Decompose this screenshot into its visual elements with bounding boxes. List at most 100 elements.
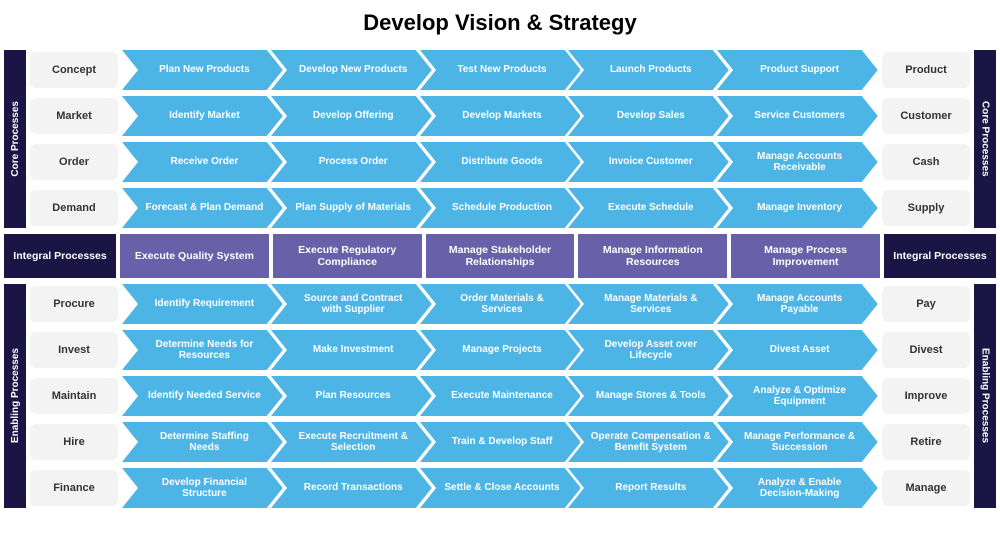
- process-step-label: Test New Products: [457, 64, 546, 76]
- process-step-label: Report Results: [615, 482, 686, 494]
- process-step-label: Plan New Products: [159, 64, 250, 76]
- integral-step: Manage Process Improvement: [731, 234, 880, 278]
- process-step-label: Determine Staffing Needs: [144, 431, 265, 454]
- process-step-label: Settle & Close Accounts: [444, 482, 559, 494]
- process-step-label: Divest Asset: [770, 344, 830, 356]
- process-step: Train & Develop Staff: [420, 422, 581, 462]
- process-step: Execute Maintenance: [420, 376, 581, 416]
- section-enabling: Enabling Processes ProcureIdentify Requi…: [4, 284, 996, 508]
- process-step: Process Order: [271, 142, 432, 182]
- row-start-cap: Invest: [30, 332, 118, 368]
- process-step: Plan Resources: [271, 376, 432, 416]
- process-step-label: Develop Asset over Lifecycle: [590, 339, 711, 362]
- page-title: Develop Vision & Strategy: [0, 0, 1000, 50]
- process-step: Execute Recruitment & Selection: [271, 422, 432, 462]
- process-step-label: Make Investment: [313, 344, 394, 356]
- process-step-label: Manage Projects: [462, 344, 541, 356]
- row-start-cap: Maintain: [30, 378, 118, 414]
- process-step: Manage Performance & Succession: [717, 422, 878, 462]
- process-step: Develop Asset over Lifecycle: [568, 330, 729, 370]
- process-step-label: Record Transactions: [304, 482, 403, 494]
- process-step-label: Identify Requirement: [155, 298, 254, 310]
- process-step: Manage Stores & Tools: [568, 376, 729, 416]
- process-step-label: Train & Develop Staff: [452, 436, 553, 448]
- process-step-label: Develop New Products: [299, 64, 407, 76]
- process-step-label: Product Support: [760, 64, 839, 76]
- integral-label-left: Integral Processes: [4, 234, 116, 278]
- process-step: Plan Supply of Materials: [271, 188, 432, 228]
- process-step-label: Manage Accounts Receivable: [739, 151, 860, 174]
- row-steps: Determine Staffing Needs Execute Recruitm…: [118, 422, 882, 462]
- enabling-label-left: Enabling Processes: [4, 284, 26, 508]
- enabling-row: FinanceDevelop Financial Structure Record…: [30, 468, 970, 508]
- row-start-cap: Finance: [30, 470, 118, 506]
- process-step: Divest Asset: [717, 330, 878, 370]
- enabling-row: Maintain Identify Needed Service Plan Reso…: [30, 376, 970, 416]
- process-step: Determine Needs for Resources: [122, 330, 283, 370]
- integral-step: Manage Information Resources: [578, 234, 727, 278]
- process-step: Manage Accounts Payable: [717, 284, 878, 324]
- row-start-cap: Demand: [30, 190, 118, 226]
- row-steps: Develop Financial Structure Record Transa…: [118, 468, 882, 508]
- integral-step: Execute Regulatory Compliance: [273, 234, 422, 278]
- process-step-label: Operate Compensation & Benefit System: [590, 431, 711, 454]
- row-start-cap: Market: [30, 98, 118, 134]
- row-start-cap: Order: [30, 144, 118, 180]
- process-step-label: Develop Offering: [313, 110, 394, 122]
- core-row: Order Receive Order Process Order Distribut…: [30, 142, 970, 182]
- process-step: Launch Products: [568, 50, 729, 90]
- process-step: Schedule Production: [420, 188, 581, 228]
- process-step: Manage Accounts Receivable: [717, 142, 878, 182]
- process-step-label: Receive Order: [170, 156, 238, 168]
- process-step: Develop New Products: [271, 50, 432, 90]
- process-step-label: Identify Market: [169, 110, 240, 122]
- row-end-cap: Retire: [882, 424, 970, 460]
- integral-step: Execute Quality System: [120, 234, 269, 278]
- row-end-cap: Cash: [882, 144, 970, 180]
- process-step: Invoice Customer: [568, 142, 729, 182]
- section-integral: Integral Processes Execute Quality Syste…: [4, 234, 996, 278]
- row-steps: Identify RequirementSource and Contract …: [118, 284, 882, 324]
- row-steps: Determine Needs for Resources Make Invest…: [118, 330, 882, 370]
- process-step: Product Support: [717, 50, 878, 90]
- row-steps: Plan New Products Develop New Products Tes…: [118, 50, 882, 90]
- process-step-label: Distribute Goods: [461, 156, 542, 168]
- process-step-label: Identify Needed Service: [148, 390, 261, 402]
- enabling-label-right: Enabling Processes: [974, 284, 996, 508]
- process-step: Identify Requirement: [122, 284, 283, 324]
- process-step-label: Manage Inventory: [757, 202, 842, 214]
- row-steps: Forecast & Plan Demand Plan Supply of Mat…: [118, 188, 882, 228]
- process-step-label: Order Materials & Services: [442, 293, 563, 316]
- process-step: Service Customers: [717, 96, 878, 136]
- process-step: Develop Financial Structure: [122, 468, 283, 508]
- process-step-label: Forecast & Plan Demand: [145, 202, 263, 214]
- row-end-cap: Improve: [882, 378, 970, 414]
- process-step-label: Develop Sales: [617, 110, 685, 122]
- process-step-label: Process Order: [319, 156, 388, 168]
- process-step-label: Manage Accounts Payable: [739, 293, 860, 316]
- process-step-label: Service Customers: [754, 110, 845, 122]
- core-row: ConceptPlan New ProductsDevelop New Prod…: [30, 50, 970, 90]
- process-step: Analyze & Enable Decision-Making: [717, 468, 878, 508]
- enabling-row: InvestDetermine Needs for Resources Make …: [30, 330, 970, 370]
- row-end-cap: Customer: [882, 98, 970, 134]
- process-step-label: Manage Materials & Services: [590, 293, 711, 316]
- enabling-row: ProcureIdentify RequirementSource and Co…: [30, 284, 970, 324]
- process-step-label: Invoice Customer: [609, 156, 693, 168]
- process-step-label: Manage Performance & Succession: [739, 431, 860, 454]
- integral-label-right: Integral Processes: [884, 234, 996, 278]
- row-end-cap: Product: [882, 52, 970, 88]
- process-step: Make Investment: [271, 330, 432, 370]
- process-step: Receive Order: [122, 142, 283, 182]
- process-step: Analyze & Optimize Equipment: [717, 376, 878, 416]
- row-end-cap: Manage: [882, 470, 970, 506]
- process-step: Manage Materials & Services: [568, 284, 729, 324]
- process-step-label: Execute Schedule: [608, 202, 694, 214]
- process-step: Develop Markets: [420, 96, 581, 136]
- row-start-cap: Procure: [30, 286, 118, 322]
- process-step: Forecast & Plan Demand: [122, 188, 283, 228]
- process-step-label: Execute Recruitment & Selection: [293, 431, 414, 454]
- process-step-label: Develop Markets: [462, 110, 541, 122]
- process-step-label: Plan Supply of Materials: [295, 202, 411, 214]
- process-step: Distribute Goods: [420, 142, 581, 182]
